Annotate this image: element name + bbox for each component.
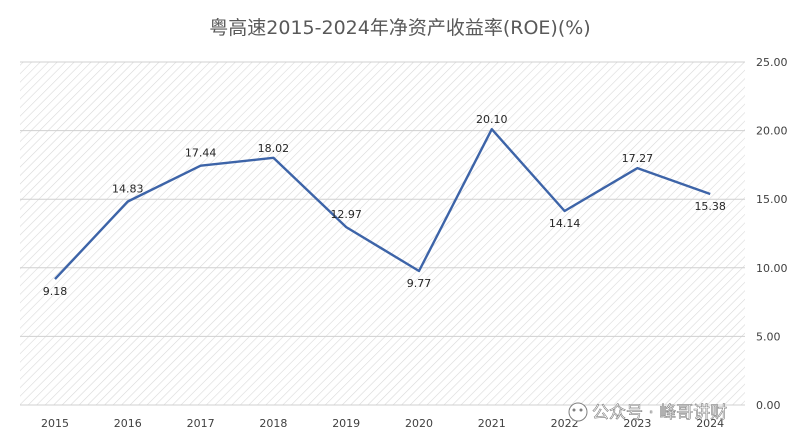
roe-series-line — [54, 127, 711, 280]
plot-area — [20, 62, 745, 405]
chart-title: 粤高速2015-2024年净资产收益率(ROE)(%) — [209, 17, 590, 39]
wechat-icon — [568, 402, 588, 422]
data-label: 17.44 — [185, 147, 217, 160]
x-axis-ticks: 2015 2016 2017 2018 2019 2020 2021 2022 2023 2024 — [41, 417, 724, 430]
y-tick-label: 5.00 — [756, 330, 781, 343]
data-label: 17.27 — [622, 152, 654, 165]
data-label: 15.38 — [694, 200, 726, 213]
y-tick-label: 20.00 — [756, 125, 788, 138]
data-label: 14.83 — [112, 183, 144, 196]
y-tick-label: 10.00 — [756, 262, 788, 275]
data-label: 14.14 — [549, 217, 581, 230]
y-tick-label: 0.00 — [756, 399, 781, 412]
x-tick-label: 2024 — [696, 417, 724, 430]
watermark: 公众号 · 峰哥讲财 — [568, 402, 728, 423]
x-tick-label: 2018 — [259, 417, 287, 430]
data-label: 18.02 — [258, 142, 290, 155]
y-tick-label: 15.00 — [756, 193, 788, 206]
wechat-icon-eye-right — [579, 408, 583, 412]
data-label: 9.77 — [407, 277, 432, 290]
x-tick-label: 2017 — [187, 417, 215, 430]
watermark-text: 公众号 · 峰哥讲财 — [592, 403, 727, 423]
data-labels: 9.18 14.83 17.44 18.02 12.97 9.77 20.10 14.14 17… — [43, 113, 726, 298]
data-label: 9.18 — [43, 285, 68, 298]
x-tick-label: 2015 — [41, 417, 69, 430]
x-tick-label: 2023 — [623, 417, 651, 430]
x-tick-label: 2021 — [478, 417, 506, 430]
data-label: 20.10 — [476, 113, 508, 126]
y-axis-ticks: 0.00 5.00 10.00 15.00 20.00 25.00 — [756, 56, 788, 412]
data-label: 12.97 — [330, 208, 362, 221]
grid-lines — [20, 61, 745, 406]
x-tick-label: 2016 — [114, 417, 142, 430]
x-tick-label: 2022 — [551, 417, 579, 430]
x-tick-label: 2019 — [332, 417, 360, 430]
x-tick-label: 2020 — [405, 417, 433, 430]
y-tick-label: 25.00 — [756, 56, 788, 69]
wechat-icon-eye-left — [572, 408, 576, 412]
